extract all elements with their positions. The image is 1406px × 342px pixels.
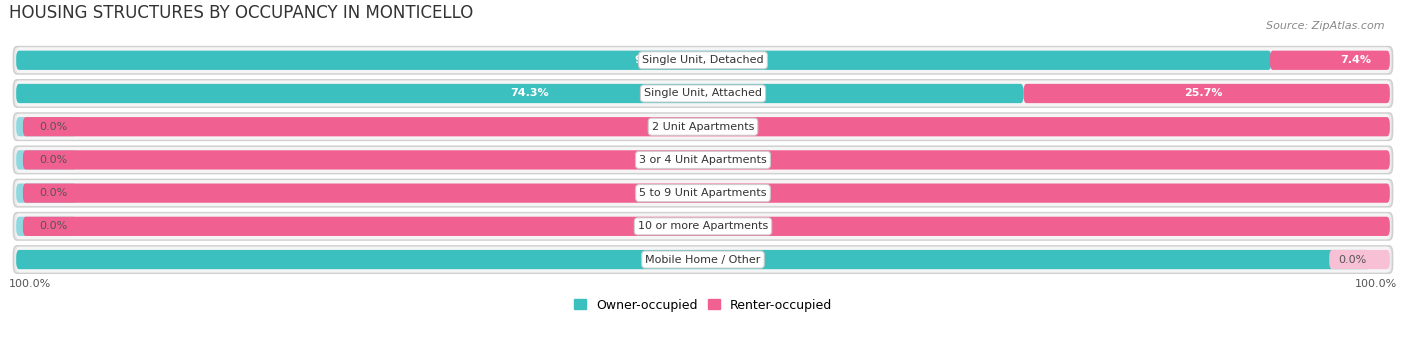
Text: 2 Unit Apartments: 2 Unit Apartments	[652, 122, 754, 132]
FancyBboxPatch shape	[15, 147, 1391, 173]
FancyBboxPatch shape	[14, 246, 1392, 273]
FancyBboxPatch shape	[14, 80, 1392, 107]
Text: Single Unit, Attached: Single Unit, Attached	[644, 89, 762, 98]
Text: HOUSING STRUCTURES BY OCCUPANCY IN MONTICELLO: HOUSING STRUCTURES BY OCCUPANCY IN MONTI…	[10, 4, 474, 22]
Text: 0.0%: 0.0%	[39, 155, 67, 165]
Text: 100.0%: 100.0%	[681, 122, 725, 132]
FancyBboxPatch shape	[15, 47, 1391, 73]
Text: 92.7%: 92.7%	[634, 55, 673, 65]
FancyBboxPatch shape	[1329, 250, 1391, 269]
FancyBboxPatch shape	[22, 217, 1391, 236]
FancyBboxPatch shape	[22, 150, 1391, 170]
FancyBboxPatch shape	[1270, 51, 1391, 70]
Text: 3 or 4 Unit Apartments: 3 or 4 Unit Apartments	[640, 155, 766, 165]
FancyBboxPatch shape	[15, 117, 77, 136]
FancyBboxPatch shape	[14, 47, 1392, 74]
Text: 74.3%: 74.3%	[510, 89, 550, 98]
FancyBboxPatch shape	[15, 150, 77, 170]
FancyBboxPatch shape	[15, 51, 1271, 70]
Text: 100.0%: 100.0%	[681, 188, 725, 198]
FancyBboxPatch shape	[1024, 84, 1391, 103]
Text: 10 or more Apartments: 10 or more Apartments	[638, 221, 768, 231]
FancyBboxPatch shape	[15, 80, 1391, 106]
Text: 7.4%: 7.4%	[1341, 55, 1372, 65]
FancyBboxPatch shape	[15, 84, 1024, 103]
Text: Source: ZipAtlas.com: Source: ZipAtlas.com	[1267, 21, 1385, 30]
FancyBboxPatch shape	[15, 217, 77, 236]
Legend: Owner-occupied, Renter-occupied: Owner-occupied, Renter-occupied	[568, 293, 838, 317]
FancyBboxPatch shape	[15, 184, 77, 203]
Text: 100.0%: 100.0%	[681, 254, 725, 265]
Text: Single Unit, Detached: Single Unit, Detached	[643, 55, 763, 65]
FancyBboxPatch shape	[14, 113, 1392, 140]
FancyBboxPatch shape	[14, 180, 1392, 207]
FancyBboxPatch shape	[15, 114, 1391, 140]
Text: 100.0%: 100.0%	[681, 221, 725, 231]
FancyBboxPatch shape	[15, 180, 1391, 206]
Text: 0.0%: 0.0%	[39, 122, 67, 132]
FancyBboxPatch shape	[15, 250, 1369, 269]
Text: 5 to 9 Unit Apartments: 5 to 9 Unit Apartments	[640, 188, 766, 198]
FancyBboxPatch shape	[14, 146, 1392, 173]
Text: 0.0%: 0.0%	[39, 221, 67, 231]
Text: 0.0%: 0.0%	[39, 188, 67, 198]
Text: 100.0%: 100.0%	[681, 155, 725, 165]
FancyBboxPatch shape	[15, 247, 1391, 273]
Text: 0.0%: 0.0%	[1339, 254, 1367, 265]
Text: Mobile Home / Other: Mobile Home / Other	[645, 254, 761, 265]
FancyBboxPatch shape	[15, 213, 1391, 239]
Text: 25.7%: 25.7%	[1184, 89, 1223, 98]
FancyBboxPatch shape	[22, 184, 1391, 203]
FancyBboxPatch shape	[22, 117, 1391, 136]
FancyBboxPatch shape	[14, 213, 1392, 240]
